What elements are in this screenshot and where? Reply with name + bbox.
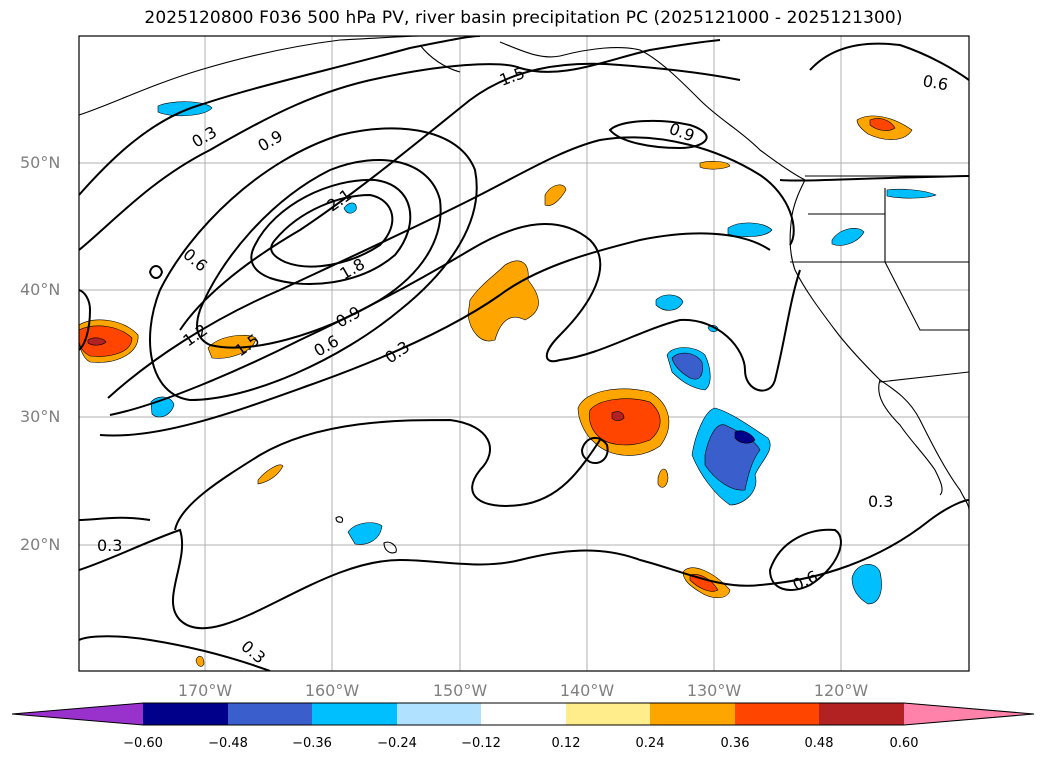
- colorbar-segment: [143, 703, 228, 725]
- precip-pos-west-edge-max: [87, 337, 107, 346]
- colorbar-tick: −0.48: [208, 736, 248, 751]
- colorbar-segment: [735, 703, 819, 725]
- contour-03-tropics: [174, 418, 601, 531]
- colorbar-segment: [397, 703, 481, 725]
- lat-label-50n: 50°N: [20, 153, 61, 172]
- precip-neg-canada-east: [886, 188, 937, 199]
- map-title: 2025120800 F036 500 hPa PV, river basin …: [144, 8, 903, 28]
- precip-pos-mid-1: [544, 184, 567, 206]
- colorbar-tick: −0.12: [461, 736, 501, 751]
- precip-neg-small-2: [343, 202, 357, 214]
- contour-03-south: [99, 232, 771, 437]
- graticule: [79, 36, 969, 671]
- lat-label-40n: 40°N: [20, 280, 61, 299]
- colorbar-outline: [11, 702, 1035, 726]
- precip-pos-small-4: [257, 464, 284, 485]
- precip-neg-east-2-max: [734, 430, 756, 444]
- colorbar-tick: 0.36: [720, 736, 750, 751]
- contour-03-se: [79, 635, 271, 671]
- colorbar-segment: [819, 703, 904, 725]
- colorbar-tick: 0.48: [804, 736, 834, 751]
- precip-pos-south-central-core: [588, 398, 661, 446]
- colorbar-tick: 0.60: [889, 736, 919, 751]
- colorbar-tick: −0.24: [377, 736, 417, 751]
- contour-09-ne: [608, 119, 708, 150]
- contour-03-far-south: [79, 499, 969, 630]
- map-frame: [78, 35, 970, 672]
- lon-label-170w: 170°W: [177, 681, 233, 700]
- coastline-alaska: [79, 36, 806, 181]
- contour-label: 0.3: [97, 536, 122, 555]
- pv-contours: [79, 36, 969, 671]
- contour-small-loop-40n: [148, 265, 164, 279]
- colorbar-tick: 0.24: [635, 736, 665, 751]
- border-us-mexico: [879, 371, 969, 383]
- lon-label-120w: 120°W: [813, 681, 869, 700]
- contour-03-main: [79, 36, 481, 196]
- contour-small-loop-30n: [580, 437, 609, 464]
- border-nv-ca: [884, 188, 969, 331]
- precip-neg-east-1-core: [671, 352, 703, 380]
- contour-east-coast: [779, 175, 969, 182]
- lon-label-130w: 130°W: [686, 681, 742, 700]
- colorbar-tick: −0.36: [292, 736, 332, 751]
- lon-label-150w: 150°W: [432, 681, 488, 700]
- colorbar-segment: [566, 703, 650, 725]
- precip-pos-nw-canada-core: [869, 118, 896, 131]
- coastline-baja: [878, 379, 943, 496]
- colorbar-segment: [650, 703, 735, 725]
- precip-neg-ore-2: [831, 227, 865, 246]
- coastline-west-us: [789, 179, 969, 511]
- coastline-hawaii-1: [335, 516, 344, 523]
- contour-06-loop: [149, 127, 478, 402]
- contour-09-north: [79, 39, 721, 251]
- colorbar-segment: [312, 703, 397, 725]
- precip-pos-southeast-core: [689, 574, 719, 592]
- contour-09-mid: [107, 136, 795, 399]
- contour-06-south: [768, 528, 842, 591]
- colorbar-segment: [481, 703, 566, 725]
- contour-03-sw: [79, 516, 151, 521]
- contour-label: 0.3: [868, 492, 893, 511]
- map-panel: 0.3 0.9 1.5 0.6 0.9 2.1 1.8 0.6 0.9 1.2 …: [78, 35, 970, 672]
- colorbar-segment: [904, 703, 1034, 725]
- contour-label: 0.6: [921, 71, 949, 94]
- precip-pos-south-central-max: [611, 411, 625, 421]
- contour-21-loop: [270, 193, 394, 268]
- contour-06-mid: [109, 223, 801, 416]
- coastline-hawaii-2: [383, 541, 397, 554]
- lat-label-20n: 20°N: [20, 535, 61, 554]
- coastlines: [79, 36, 969, 554]
- lat-label-30n: 30°N: [20, 407, 61, 426]
- colorbar: [11, 702, 1035, 726]
- contour-18-loop: [250, 178, 412, 286]
- colorbar-tick: −0.60: [123, 736, 163, 751]
- contour-06-ne: [809, 42, 969, 81]
- contour-12-loop: [196, 159, 442, 349]
- colorbar-tick: 0.12: [551, 736, 581, 751]
- precip-pos-small-5: [657, 468, 669, 488]
- precip-neg-small-3: [655, 294, 684, 311]
- lon-label-160w: 160°W: [304, 681, 360, 700]
- colorbar-segment: [228, 703, 312, 725]
- lon-label-140w: 140°W: [559, 681, 615, 700]
- contour-west-edge: [79, 289, 92, 351]
- precip-neg-mexico: [851, 564, 882, 605]
- precip-pos-north-ore: [699, 161, 731, 170]
- precip-pos-small-6: [195, 655, 205, 667]
- colorbar-segment: [12, 703, 143, 725]
- precip-neg-hawaii: [347, 522, 383, 545]
